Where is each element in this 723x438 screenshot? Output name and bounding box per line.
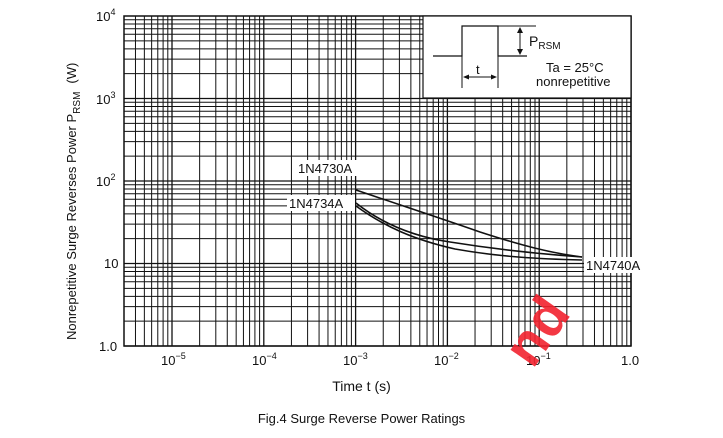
curve-1n4730a — [355, 189, 583, 258]
grid-lines — [123, 16, 632, 347]
label-1n4734a: 1N4734A — [289, 196, 344, 211]
label-1n4740a: 1N4740A — [586, 258, 641, 273]
x-tick-labels: 10−5 10−4 10−3 10−2 10−1 1.0 — [161, 351, 639, 368]
svg-text:1.0: 1.0 — [621, 353, 639, 368]
svg-text:104: 104 — [96, 7, 115, 24]
svg-text:10−1: 10−1 — [526, 351, 551, 368]
pulse-inset: PRSM t Ta = 25°C nonrepetitive — [422, 15, 632, 99]
svg-text:103: 103 — [96, 90, 115, 107]
svg-text:10−4: 10−4 — [252, 351, 277, 368]
svg-text:10−2: 10−2 — [434, 351, 459, 368]
svg-text:10−5: 10−5 — [161, 351, 186, 368]
y-axis-label: Nonrepetitive Surge Reverses Power PRSM(… — [64, 63, 83, 340]
inset-prsm-label: PRSM — [529, 33, 561, 52]
label-1n4730a: 1N4730A — [298, 161, 353, 176]
curve-1n4734a — [355, 202, 583, 258]
curve-1n4740a — [355, 205, 583, 261]
plot-frame — [123, 15, 632, 347]
svg-text:10: 10 — [104, 256, 118, 271]
svg-text:1.0: 1.0 — [99, 339, 117, 354]
inset-temperature: Ta = 25°C — [546, 60, 604, 75]
svg-text:10−3: 10−3 — [343, 351, 368, 368]
inset-note: nonrepetitive — [536, 74, 610, 89]
figure-caption: Fig.4 Surge Reverse Power Ratings — [257, 411, 466, 426]
curves — [355, 189, 583, 261]
inset-t-label: t — [476, 62, 480, 77]
y-tick-labels: 104 103 102 10 1.0 — [96, 7, 118, 354]
x-axis-label: Time t (s) — [332, 378, 391, 394]
svg-text:102: 102 — [96, 172, 115, 189]
